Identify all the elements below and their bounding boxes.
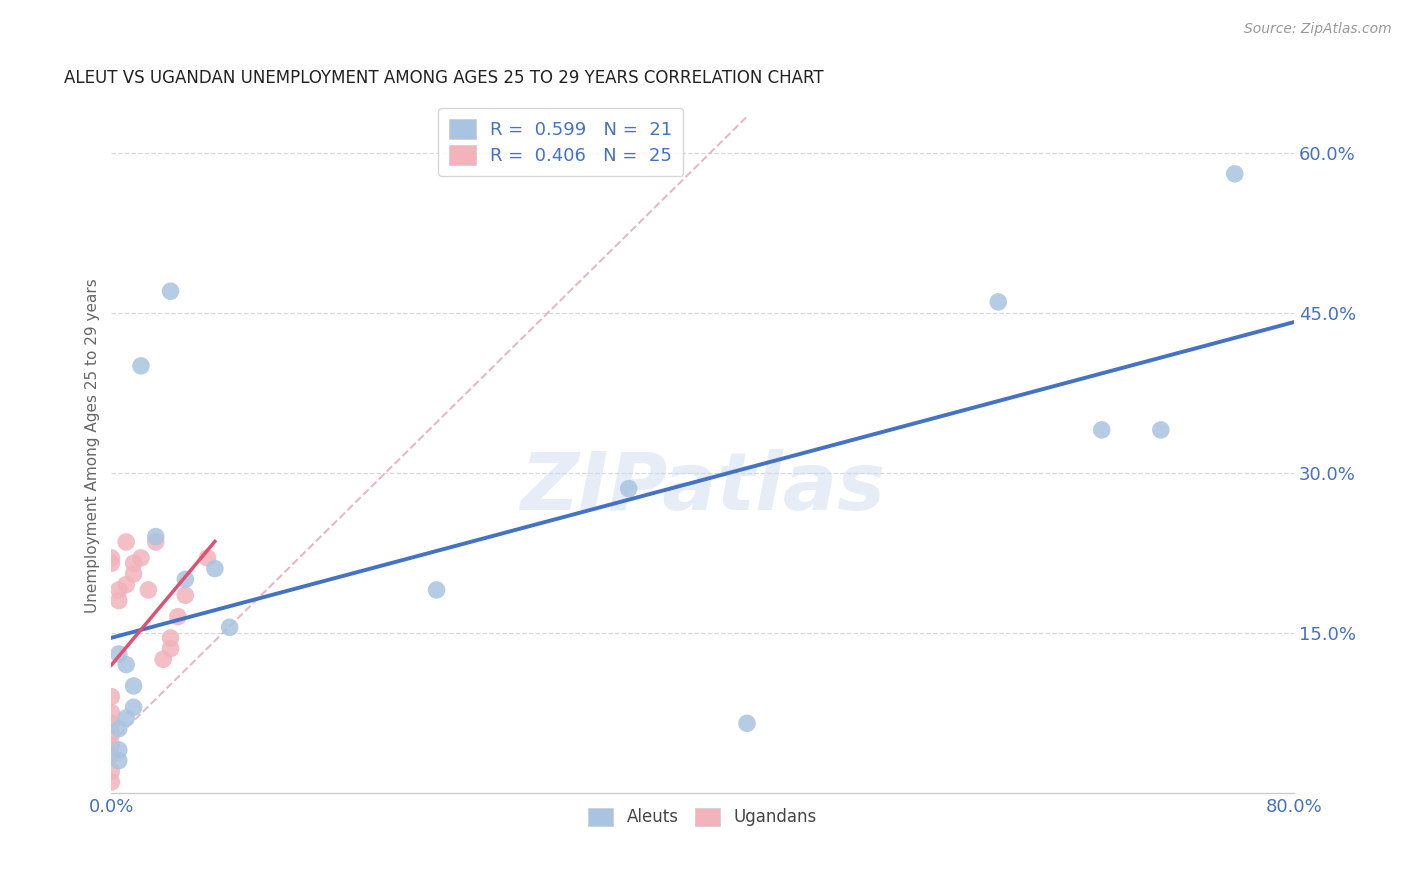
Point bbox=[159, 631, 181, 645]
Point bbox=[174, 588, 197, 602]
Point bbox=[122, 566, 145, 581]
Point bbox=[100, 764, 122, 779]
Point bbox=[426, 582, 449, 597]
Point bbox=[100, 706, 122, 720]
Point bbox=[107, 743, 129, 757]
Point bbox=[107, 593, 129, 607]
Point bbox=[100, 748, 122, 763]
Point bbox=[197, 550, 219, 565]
Point bbox=[129, 550, 152, 565]
Point bbox=[152, 652, 174, 666]
Point bbox=[204, 561, 226, 575]
Point bbox=[100, 550, 122, 565]
Point bbox=[617, 482, 640, 496]
Point bbox=[987, 294, 1010, 309]
Point bbox=[100, 556, 122, 570]
Point bbox=[1091, 423, 1114, 437]
Text: Source: ZipAtlas.com: Source: ZipAtlas.com bbox=[1244, 22, 1392, 37]
Point bbox=[138, 582, 160, 597]
Text: ALEUT VS UGANDAN UNEMPLOYMENT AMONG AGES 25 TO 29 YEARS CORRELATION CHART: ALEUT VS UGANDAN UNEMPLOYMENT AMONG AGES… bbox=[65, 69, 824, 87]
Point bbox=[122, 556, 145, 570]
Point bbox=[115, 711, 138, 725]
Y-axis label: Unemployment Among Ages 25 to 29 years: Unemployment Among Ages 25 to 29 years bbox=[86, 278, 100, 614]
Point bbox=[115, 535, 138, 549]
Point bbox=[1150, 423, 1173, 437]
Point bbox=[167, 609, 190, 624]
Point bbox=[100, 727, 122, 741]
Point bbox=[159, 284, 181, 298]
Text: ZIPatlas: ZIPatlas bbox=[520, 449, 886, 526]
Point bbox=[159, 641, 181, 656]
Point bbox=[100, 716, 122, 731]
Point bbox=[129, 359, 152, 373]
Point bbox=[735, 716, 758, 731]
Point bbox=[1223, 167, 1246, 181]
Point bbox=[218, 620, 240, 634]
Point bbox=[107, 582, 129, 597]
Point bbox=[100, 690, 122, 704]
Legend: Aleuts, Ugandans: Aleuts, Ugandans bbox=[582, 801, 824, 833]
Point bbox=[107, 754, 129, 768]
Point bbox=[174, 572, 197, 586]
Point bbox=[145, 535, 167, 549]
Point bbox=[107, 722, 129, 736]
Point bbox=[107, 647, 129, 661]
Point bbox=[115, 577, 138, 591]
Point bbox=[115, 657, 138, 672]
Point bbox=[122, 679, 145, 693]
Point bbox=[122, 700, 145, 714]
Point bbox=[100, 738, 122, 752]
Point bbox=[100, 775, 122, 789]
Point bbox=[145, 530, 167, 544]
